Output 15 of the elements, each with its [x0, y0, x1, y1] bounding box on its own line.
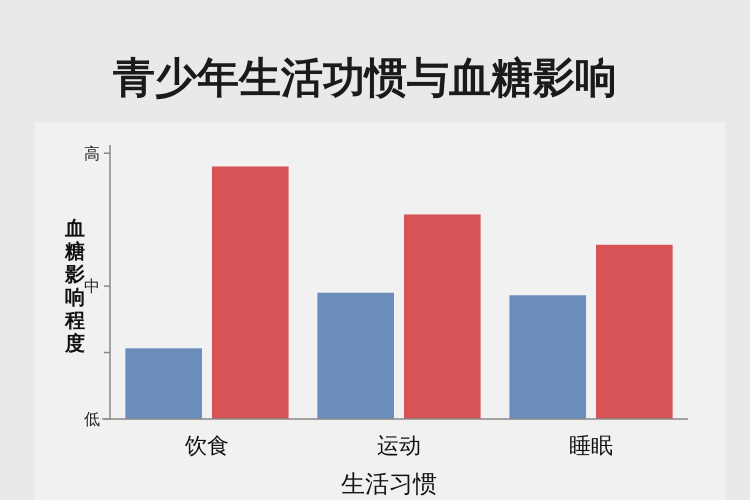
x-tick-label: 睡眠 [569, 434, 614, 459]
chart-title: 青少年生活功惯与血糖影响 [112, 53, 617, 102]
text: 低 [84, 410, 100, 429]
bar [212, 166, 289, 419]
x-axis-title: 生活习惯 [341, 470, 437, 498]
bar [125, 348, 202, 419]
bar [404, 214, 481, 419]
bar [596, 244, 673, 419]
x-tick-label: 运动 [377, 434, 421, 459]
text: 中 [84, 276, 100, 296]
bar [317, 292, 394, 419]
y-axis-title: 血糖影响程度 [64, 216, 85, 355]
x-tick-label: 饮食 [184, 434, 229, 459]
bar [509, 295, 586, 419]
text: 高 [84, 144, 100, 163]
